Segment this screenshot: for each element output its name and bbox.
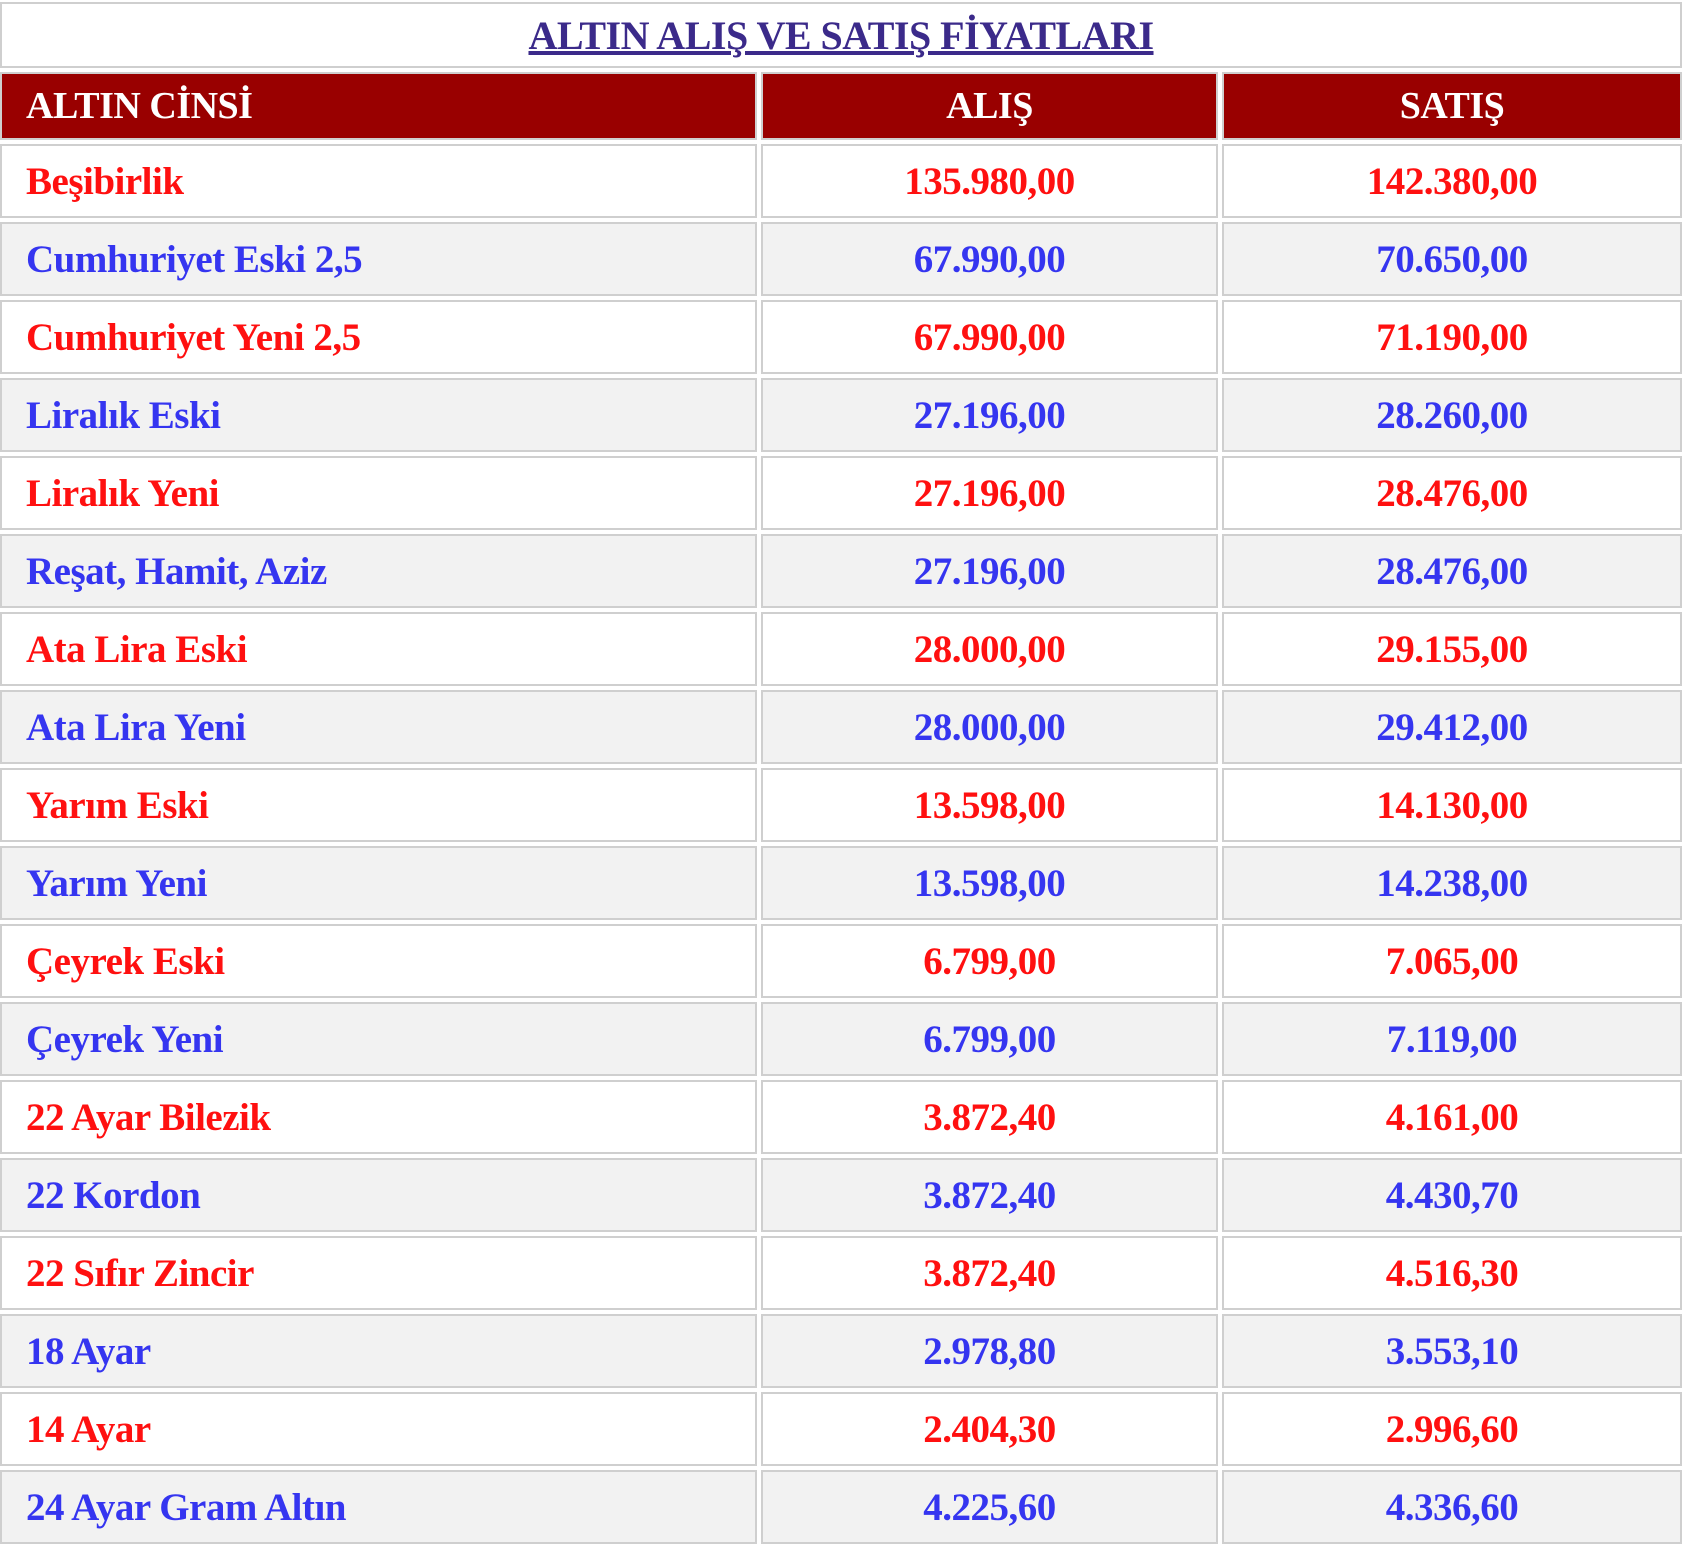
gold-type-cell: Çeyrek Yeni (0, 1002, 757, 1076)
gold-type-cell: Liralık Eski (0, 378, 757, 452)
gold-type-cell: Liralık Yeni (0, 456, 757, 530)
gold-type-cell: 18 Ayar (0, 1314, 757, 1388)
table-row: Yarım Yeni 13.598,00 14.238,00 (0, 846, 1682, 920)
buy-price-cell: 3.872,40 (761, 1080, 1218, 1154)
gold-type-cell: Yarım Eski (0, 768, 757, 842)
table-row: Reşat, Hamit, Aziz 27.196,00 28.476,00 (0, 534, 1682, 608)
table-row: Beşibirlik 135.980,00 142.380,00 (0, 144, 1682, 218)
gold-type-cell: Yarım Yeni (0, 846, 757, 920)
buy-price-cell: 28.000,00 (761, 690, 1218, 764)
sell-price-cell: 71.190,00 (1222, 300, 1682, 374)
gold-type-cell: 22 Ayar Bilezik (0, 1080, 757, 1154)
sell-price-cell: 14.130,00 (1222, 768, 1682, 842)
sell-price-cell: 4.516,30 (1222, 1236, 1682, 1310)
table-row: Ata Lira Eski 28.000,00 29.155,00 (0, 612, 1682, 686)
gold-type-cell: Çeyrek Eski (0, 924, 757, 998)
table-row: Liralık Eski 27.196,00 28.260,00 (0, 378, 1682, 452)
buy-price-cell: 3.872,40 (761, 1236, 1218, 1310)
sell-price-cell: 28.260,00 (1222, 378, 1682, 452)
buy-price-cell: 28.000,00 (761, 612, 1218, 686)
sell-price-cell: 28.476,00 (1222, 534, 1682, 608)
gold-type-cell: Cumhuriyet Eski 2,5 (0, 222, 757, 296)
header-row: ALTIN CİNSİ ALIŞ SATIŞ (0, 72, 1682, 140)
buy-price-cell: 6.799,00 (761, 1002, 1218, 1076)
gold-type-cell: Reşat, Hamit, Aziz (0, 534, 757, 608)
buy-price-cell: 2.404,30 (761, 1392, 1218, 1466)
title-row: ALTIN ALIŞ VE SATIŞ FİYATLARI (0, 2, 1682, 68)
header-sell: SATIŞ (1222, 72, 1682, 140)
sell-price-cell: 28.476,00 (1222, 456, 1682, 530)
page-title-link[interactable]: ALTIN ALIŞ VE SATIŞ FİYATLARI (528, 12, 1154, 58)
sell-price-cell: 7.065,00 (1222, 924, 1682, 998)
table-row: 24 Ayar Gram Altın 4.225,60 4.336,60 (0, 1470, 1682, 1544)
gold-type-cell: 14 Ayar (0, 1392, 757, 1466)
table-row: Cumhuriyet Yeni 2,5 67.990,00 71.190,00 (0, 300, 1682, 374)
gold-type-cell: Ata Lira Eski (0, 612, 757, 686)
buy-price-cell: 13.598,00 (761, 768, 1218, 842)
buy-price-cell: 4.225,60 (761, 1470, 1218, 1544)
table-row: 22 Ayar Bilezik 3.872,40 4.161,00 (0, 1080, 1682, 1154)
gold-type-cell: 22 Sıfır Zincir (0, 1236, 757, 1310)
buy-price-cell: 67.990,00 (761, 222, 1218, 296)
buy-price-cell: 67.990,00 (761, 300, 1218, 374)
sell-price-cell: 4.161,00 (1222, 1080, 1682, 1154)
buy-price-cell: 27.196,00 (761, 534, 1218, 608)
sell-price-cell: 2.996,60 (1222, 1392, 1682, 1466)
header-buy: ALIŞ (761, 72, 1218, 140)
buy-price-cell: 135.980,00 (761, 144, 1218, 218)
gold-type-cell: 24 Ayar Gram Altın (0, 1470, 757, 1544)
buy-price-cell: 6.799,00 (761, 924, 1218, 998)
table-row: Ata Lira Yeni 28.000,00 29.412,00 (0, 690, 1682, 764)
gold-type-cell: Cumhuriyet Yeni 2,5 (0, 300, 757, 374)
table-row: 22 Kordon 3.872,40 4.430,70 (0, 1158, 1682, 1232)
table-row: 22 Sıfır Zincir 3.872,40 4.516,30 (0, 1236, 1682, 1310)
buy-price-cell: 2.978,80 (761, 1314, 1218, 1388)
header-gold-type: ALTIN CİNSİ (0, 72, 757, 140)
sell-price-cell: 29.412,00 (1222, 690, 1682, 764)
sell-price-cell: 70.650,00 (1222, 222, 1682, 296)
table-row: Cumhuriyet Eski 2,5 67.990,00 70.650,00 (0, 222, 1682, 296)
gold-type-cell: 22 Kordon (0, 1158, 757, 1232)
table-row: Yarım Eski 13.598,00 14.130,00 (0, 768, 1682, 842)
sell-price-cell: 142.380,00 (1222, 144, 1682, 218)
buy-price-cell: 27.196,00 (761, 456, 1218, 530)
buy-price-cell: 27.196,00 (761, 378, 1218, 452)
table-row: 14 Ayar 2.404,30 2.996,60 (0, 1392, 1682, 1466)
sell-price-cell: 3.553,10 (1222, 1314, 1682, 1388)
buy-price-cell: 3.872,40 (761, 1158, 1218, 1232)
sell-price-cell: 14.238,00 (1222, 846, 1682, 920)
sell-price-cell: 4.336,60 (1222, 1470, 1682, 1544)
sell-price-cell: 4.430,70 (1222, 1158, 1682, 1232)
table-row: Çeyrek Eski 6.799,00 7.065,00 (0, 924, 1682, 998)
sell-price-cell: 7.119,00 (1222, 1002, 1682, 1076)
buy-price-cell: 13.598,00 (761, 846, 1218, 920)
table-row: 18 Ayar 2.978,80 3.553,10 (0, 1314, 1682, 1388)
gold-type-cell: Beşibirlik (0, 144, 757, 218)
table-row: Çeyrek Yeni 6.799,00 7.119,00 (0, 1002, 1682, 1076)
table-row: Liralık Yeni 27.196,00 28.476,00 (0, 456, 1682, 530)
gold-type-cell: Ata Lira Yeni (0, 690, 757, 764)
sell-price-cell: 29.155,00 (1222, 612, 1682, 686)
